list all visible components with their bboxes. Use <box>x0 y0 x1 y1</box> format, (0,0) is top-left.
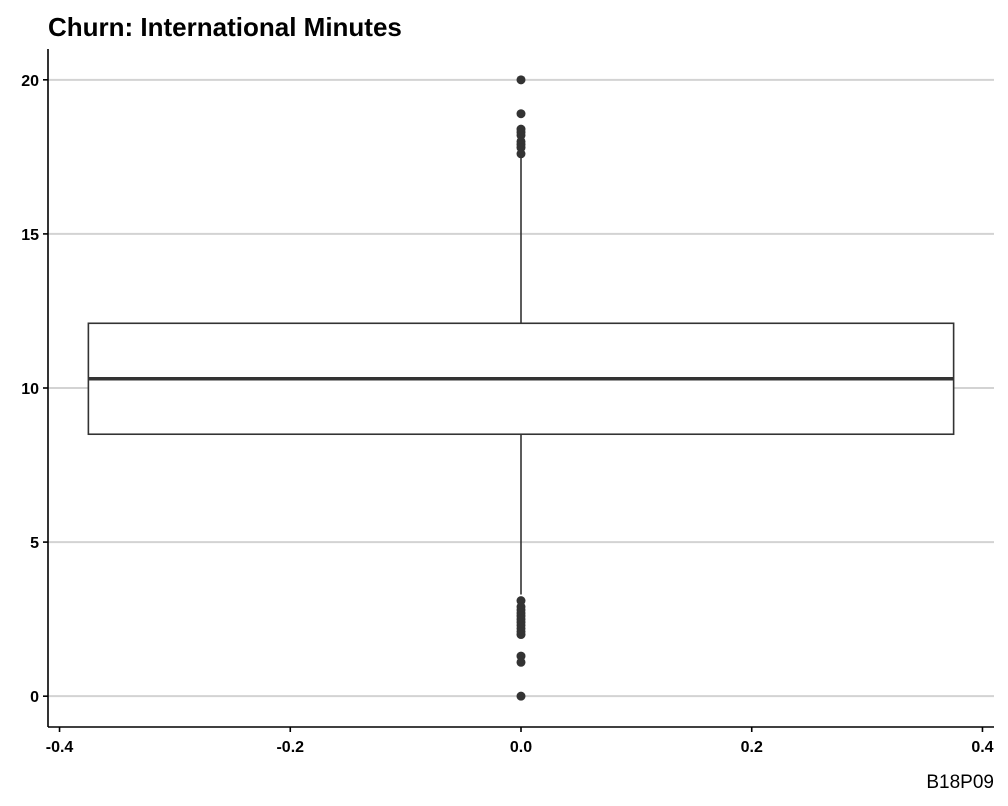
x-tick-label: 0.2 <box>741 739 763 756</box>
outlier-point <box>516 143 526 153</box>
outlier-point <box>516 630 526 640</box>
outlier-point <box>516 149 526 159</box>
chart-title: Churn: International Minutes <box>48 12 402 42</box>
x-axis-ticks: -0.4 -0.2 0.0 0.2 0.4 <box>46 727 994 756</box>
outlier-point <box>516 109 526 119</box>
x-tick-label: -0.4 <box>46 739 74 756</box>
outlier-points <box>516 75 526 701</box>
outlier-point <box>516 130 526 140</box>
y-tick-label: 20 <box>21 73 39 90</box>
y-tick-label: 0 <box>30 689 39 706</box>
outlier-point <box>516 75 526 85</box>
y-tick-label: 5 <box>30 535 39 552</box>
x-tick-label: -0.2 <box>276 739 304 756</box>
outlier-point <box>516 651 526 661</box>
y-axis-ticks: 0 5 10 15 20 <box>21 73 48 706</box>
y-tick-label: 10 <box>21 381 39 398</box>
y-tick-label: 15 <box>21 227 39 244</box>
chart-caption: B18P09 <box>926 772 994 793</box>
outlier-point <box>516 657 526 667</box>
box-plot <box>87 156 955 595</box>
x-tick-label: 0.4 <box>971 739 993 756</box>
x-tick-label: 0.0 <box>510 739 532 756</box>
outlier-point <box>516 691 526 701</box>
outlier-point <box>516 596 526 606</box>
